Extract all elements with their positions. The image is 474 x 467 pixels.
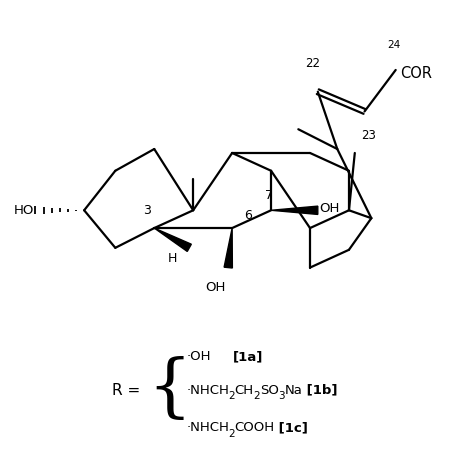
Text: COOH: COOH <box>235 421 275 434</box>
Text: 2: 2 <box>228 391 235 401</box>
Text: SO: SO <box>260 383 279 396</box>
Text: 6: 6 <box>244 209 252 222</box>
Text: 24: 24 <box>387 40 401 50</box>
Text: ·NHCH: ·NHCH <box>186 421 229 434</box>
Text: [1b]: [1b] <box>302 383 337 396</box>
Text: 2: 2 <box>228 429 235 439</box>
Text: ·OH: ·OH <box>186 350 211 363</box>
Text: {: { <box>148 357 192 423</box>
Text: 3: 3 <box>278 391 284 401</box>
Text: H: H <box>168 252 178 265</box>
Text: CH: CH <box>235 383 254 396</box>
Text: 7: 7 <box>265 189 273 202</box>
Text: [1c]: [1c] <box>273 421 308 434</box>
Polygon shape <box>271 206 318 214</box>
Text: Na: Na <box>284 383 302 396</box>
Text: [1a]: [1a] <box>233 350 264 363</box>
Text: COR: COR <box>401 66 433 81</box>
Text: 3: 3 <box>144 204 151 217</box>
Text: HO: HO <box>14 204 35 217</box>
Polygon shape <box>154 228 191 251</box>
Text: OH: OH <box>205 282 226 294</box>
Text: 2: 2 <box>253 391 260 401</box>
Text: R =: R = <box>112 382 141 397</box>
Text: OH: OH <box>320 202 340 215</box>
Text: ·NHCH: ·NHCH <box>186 383 229 396</box>
Text: 23: 23 <box>361 129 376 142</box>
Text: 22: 22 <box>305 57 320 70</box>
Polygon shape <box>224 228 232 268</box>
